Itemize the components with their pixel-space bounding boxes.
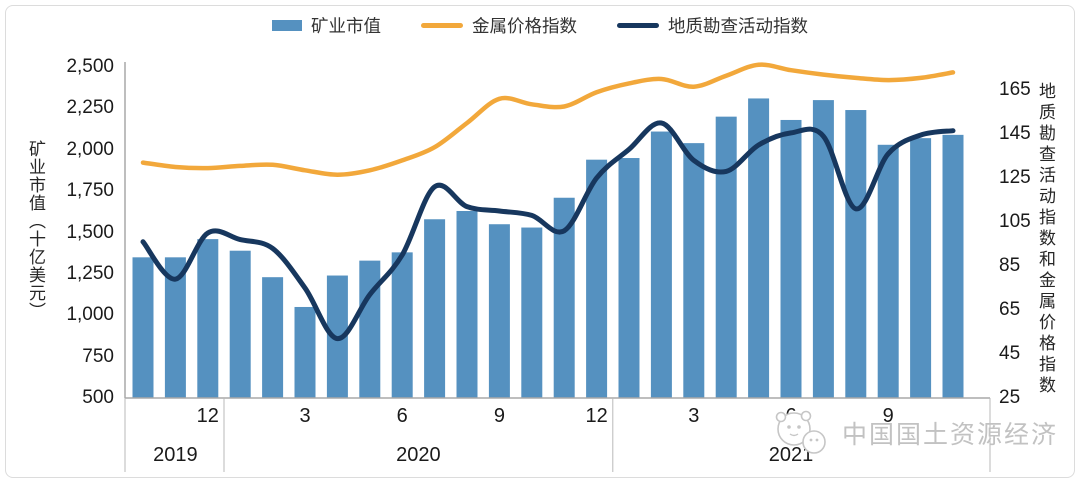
left-axis-tick: 2,250 bbox=[66, 97, 114, 119]
line-swatch-icon bbox=[421, 23, 463, 28]
left-axis-title: 矿业市值（十亿美元） bbox=[26, 140, 45, 320]
bar-swatch-icon bbox=[272, 20, 302, 31]
bar-2020-08 bbox=[456, 210, 478, 398]
x-axis-month-label: 9 bbox=[493, 405, 505, 427]
bar-2021-02 bbox=[650, 131, 672, 399]
right-axis-tick: 105 bbox=[999, 211, 1031, 232]
bar-2020-03 bbox=[294, 306, 316, 398]
bar-2021-06 bbox=[780, 119, 802, 399]
legend-item-exploration-index: 地质勘查活动指数 bbox=[617, 13, 808, 38]
bar-2021-04 bbox=[715, 116, 737, 399]
legend-label: 地质勘查活动指数 bbox=[668, 16, 808, 36]
right-axis-tick: 145 bbox=[999, 123, 1031, 144]
right-axis-tick: 85 bbox=[999, 255, 1021, 276]
legend-label: 矿业市值 bbox=[311, 16, 381, 36]
left-axis-tick: 1,250 bbox=[66, 262, 114, 284]
x-axis-month-label: 12 bbox=[585, 405, 608, 427]
x-axis-year-label: 2019 bbox=[153, 444, 198, 466]
bar-2021-11 bbox=[942, 134, 964, 399]
legend-item-metal-price-index: 金属价格指数 bbox=[421, 13, 577, 38]
left-axis-tick: 1,750 bbox=[66, 180, 114, 202]
legend-item-market-cap: 矿业市值 bbox=[272, 13, 381, 38]
line-swatch-icon bbox=[617, 23, 659, 28]
x-axis-month-label: 9 bbox=[882, 405, 894, 427]
right-axis-tick: 125 bbox=[999, 167, 1031, 188]
metal-price-index-line bbox=[140, 62, 956, 177]
x-axis-month-label: 3 bbox=[688, 405, 700, 427]
bar-2021-05 bbox=[748, 98, 770, 398]
right-axis-tick: 165 bbox=[999, 79, 1031, 100]
bar-2019-12 bbox=[197, 239, 219, 398]
left-axis-tick: 1,000 bbox=[66, 304, 114, 326]
right-axis-title: 地质勘查活动指数和金属价格指数 bbox=[1036, 82, 1055, 397]
legend: 矿业市值 金属价格指数 地质勘查活动指数 bbox=[272, 13, 808, 38]
watermark-text: 中国国土资源经济 bbox=[842, 421, 1059, 449]
bar-2020-02 bbox=[262, 277, 284, 398]
bar-2021-09 bbox=[877, 144, 899, 398]
x-axis-month-label: 6 bbox=[396, 405, 408, 427]
bar-2020-12 bbox=[586, 159, 608, 398]
bar-2021-08 bbox=[845, 110, 867, 398]
bar-2019-10 bbox=[132, 257, 154, 398]
bar-2021-07 bbox=[812, 100, 834, 398]
watermark: 中国国土资源经济 bbox=[772, 407, 1058, 459]
bar-2020-11 bbox=[553, 197, 575, 398]
bar-2020-06 bbox=[391, 252, 413, 398]
x-axis-year-label: 2020 bbox=[396, 444, 441, 466]
x-axis-month-label: 3 bbox=[299, 405, 311, 427]
bar-2021-03 bbox=[683, 143, 705, 398]
bar-2020-05 bbox=[359, 260, 381, 398]
bar-2020-07 bbox=[424, 219, 446, 398]
watermark-mascot-icon bbox=[775, 410, 826, 454]
x-axis-year-label: 2021 bbox=[768, 444, 814, 466]
exploration-activity-index-line bbox=[140, 120, 956, 342]
right-axis-tick: 45 bbox=[999, 343, 1021, 364]
x-axis-month-label: 12 bbox=[196, 405, 219, 427]
bar-2020-10 bbox=[521, 227, 543, 398]
right-axis-tick: 65 bbox=[999, 299, 1021, 320]
left-axis-tick: 2,000 bbox=[66, 138, 114, 160]
left-axis-tick: 500 bbox=[82, 387, 114, 408]
bar-2020-01 bbox=[229, 250, 251, 398]
left-axis-tick: 2,500 bbox=[66, 56, 114, 77]
bar-2021-01 bbox=[618, 158, 640, 398]
right-axis-tick: 25 bbox=[999, 387, 1021, 408]
left-axis-tick: 1,500 bbox=[66, 221, 114, 243]
left-axis-tick: 750 bbox=[82, 345, 114, 367]
bar-2021-10 bbox=[910, 138, 932, 399]
bar-2019-11 bbox=[164, 257, 186, 398]
bar-2020-09 bbox=[488, 224, 510, 398]
legend-label: 金属价格指数 bbox=[472, 16, 577, 36]
